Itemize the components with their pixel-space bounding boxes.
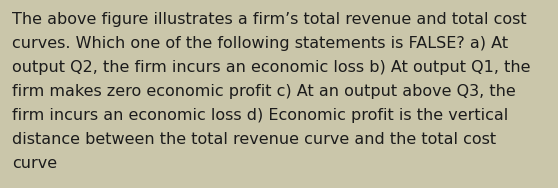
Text: curves. Which one of the following statements is FALSE? a) At: curves. Which one of the following state…: [12, 36, 508, 51]
Text: firm incurs an economic loss d) Economic profit is the vertical: firm incurs an economic loss d) Economic…: [12, 108, 508, 123]
Text: output Q2, the firm incurs an economic loss b) At output Q1, the: output Q2, the firm incurs an economic l…: [12, 60, 531, 75]
Text: The above figure illustrates a firm’s total revenue and total cost: The above figure illustrates a firm’s to…: [12, 12, 527, 27]
Text: distance between the total revenue curve and the total cost: distance between the total revenue curve…: [12, 132, 496, 147]
Text: curve: curve: [12, 156, 57, 171]
Text: firm makes zero economic profit c) At an output above Q3, the: firm makes zero economic profit c) At an…: [12, 84, 516, 99]
